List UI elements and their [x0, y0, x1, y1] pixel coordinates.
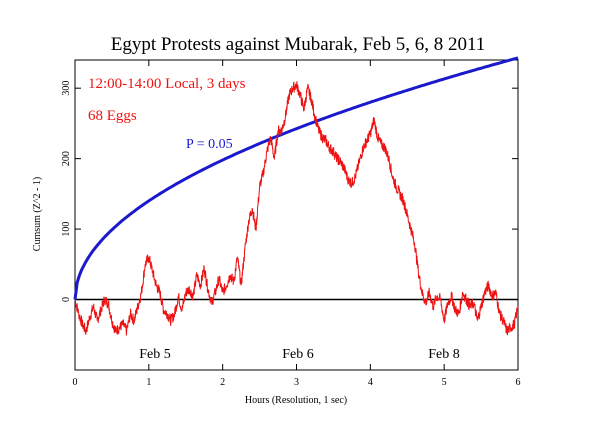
day-label-feb6: Feb 6 [282, 347, 314, 362]
y-tick-label: 300 [61, 81, 72, 96]
probability-curve [73, 56, 519, 300]
x-tick-label: 1 [146, 377, 151, 388]
axis-ticks: 0 1 2 3 4 5 6 0 100 200 300 [61, 60, 521, 388]
y-axis-label: Cumsum (Z^2 - 1) [32, 177, 43, 251]
annotation-egg-count: 68 Eggs [88, 108, 137, 124]
x-tick-label: 5 [442, 377, 447, 388]
y-tick-label: 100 [61, 222, 72, 237]
x-axis-label: Hours (Resolution, 1 sec) [245, 395, 347, 406]
chart-title: Egypt Protests against Mubarak, Feb 5, 6… [111, 34, 486, 55]
annotation-time-window: 12:00-14:00 Local, 3 days [88, 76, 246, 92]
x-tick-label: 0 [73, 377, 78, 388]
x-tick-label: 3 [294, 377, 299, 388]
y-tick-label: 200 [61, 151, 72, 166]
plot-frame [74, 59, 519, 371]
annotation-probability: P = 0.05 [186, 137, 233, 152]
day-label-feb5: Feb 5 [139, 347, 171, 362]
y-tick-label: 0 [61, 297, 72, 302]
cumsum-series-line [74, 81, 519, 336]
x-tick-label: 6 [516, 377, 521, 388]
x-tick-label: 2 [220, 377, 225, 388]
day-label-feb8: Feb 8 [428, 347, 460, 362]
x-tick-label: 4 [368, 377, 373, 388]
